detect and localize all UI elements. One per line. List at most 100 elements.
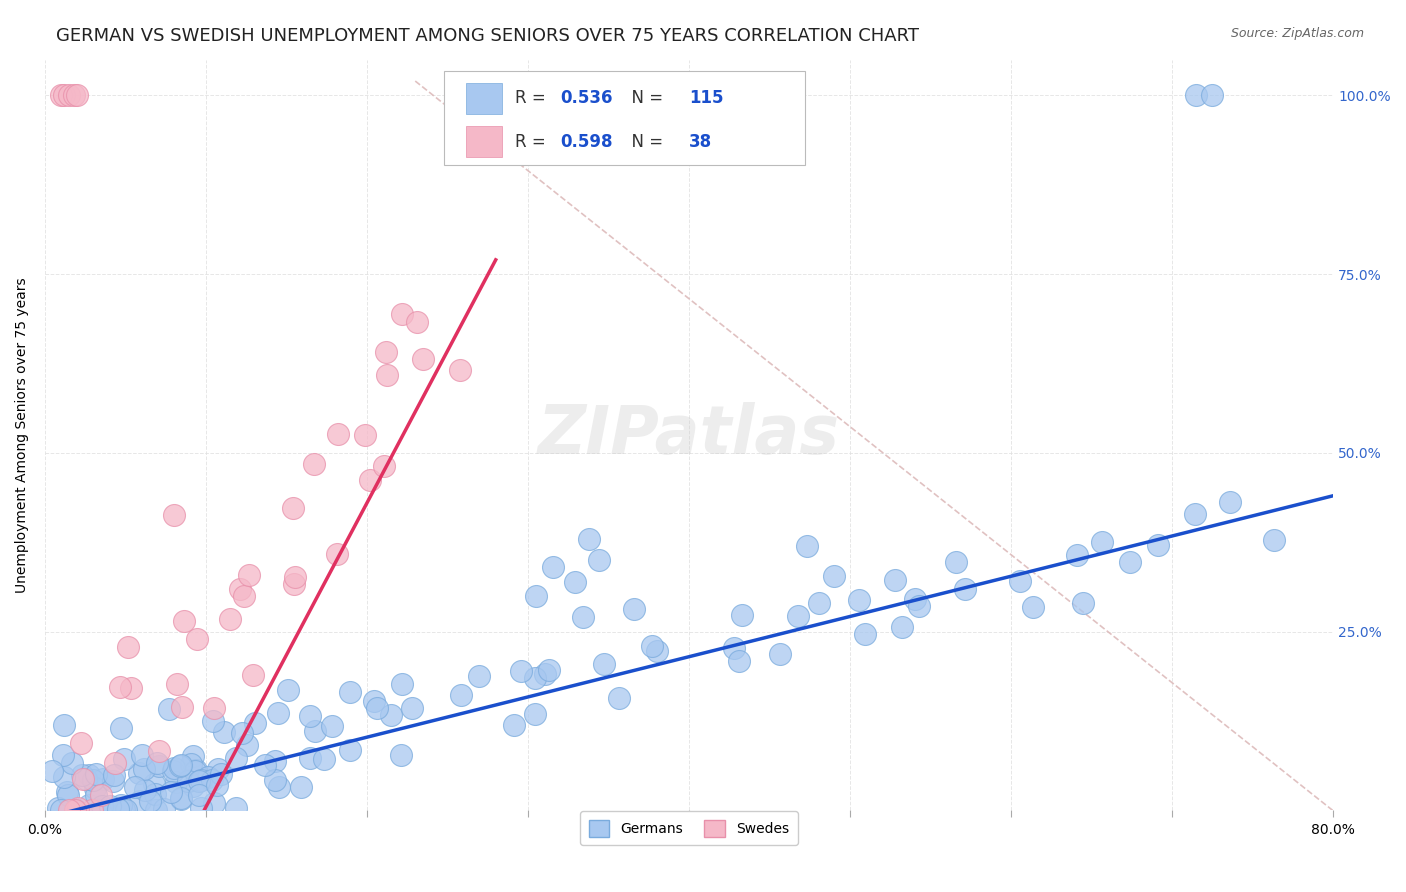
Point — [1185, 88, 1208, 103]
Point — [1008, 574, 1031, 588]
Point — [1201, 88, 1223, 103]
Text: 0.598: 0.598 — [560, 133, 613, 151]
FancyBboxPatch shape — [467, 126, 502, 157]
Point — [70, 736, 93, 750]
Point — [41, 764, 63, 778]
Point — [58, 804, 80, 818]
Point — [1091, 535, 1114, 549]
Point — [281, 500, 304, 515]
Point — [207, 762, 229, 776]
Text: GERMAN VS SWEDISH UNEMPLOYMENT AMONG SENIORS OVER 75 YEARS CORRELATION CHART: GERMAN VS SWEDISH UNEMPLOYMENT AMONG SEN… — [56, 27, 920, 45]
Point — [169, 759, 191, 773]
Point — [70, 767, 93, 781]
Point — [145, 756, 167, 770]
Point — [1219, 494, 1241, 508]
Point — [277, 683, 299, 698]
Point — [129, 794, 152, 808]
Text: Source: ZipAtlas.com: Source: ZipAtlas.com — [1230, 27, 1364, 40]
Point — [796, 539, 818, 553]
Point — [107, 802, 129, 816]
Point — [366, 701, 388, 715]
Point — [152, 802, 174, 816]
Point — [142, 777, 165, 791]
Point — [110, 680, 132, 694]
Point — [124, 780, 146, 794]
Point — [375, 368, 398, 383]
Y-axis label: Unemployment Among Seniors over 75 years: Unemployment Among Seniors over 75 years — [15, 277, 30, 593]
Point — [181, 749, 204, 764]
Point — [201, 772, 224, 787]
Point — [354, 428, 377, 442]
Text: 0.536: 0.536 — [560, 89, 613, 107]
Point — [202, 701, 225, 715]
Point — [197, 770, 219, 784]
Point — [166, 677, 188, 691]
Point — [645, 643, 668, 657]
Point — [304, 723, 326, 738]
Point — [79, 768, 101, 782]
Point — [169, 792, 191, 806]
Point — [955, 582, 977, 597]
Point — [205, 778, 228, 792]
Point — [188, 774, 211, 789]
FancyBboxPatch shape — [467, 83, 502, 114]
Point — [190, 773, 212, 788]
Point — [183, 779, 205, 793]
Point — [543, 560, 565, 574]
Point — [389, 748, 412, 763]
Point — [853, 626, 876, 640]
Point — [229, 582, 252, 597]
Point — [231, 726, 253, 740]
Point — [165, 774, 187, 789]
Point — [728, 654, 751, 668]
Point — [1263, 533, 1285, 548]
Point — [128, 766, 150, 780]
Point — [80, 804, 103, 818]
Text: 115: 115 — [689, 89, 724, 107]
Point — [66, 88, 89, 103]
Point — [120, 681, 142, 695]
Point — [180, 757, 202, 772]
Point — [406, 315, 429, 329]
Point — [283, 576, 305, 591]
Point — [55, 785, 77, 799]
Point — [91, 772, 114, 786]
Point — [103, 768, 125, 782]
Point — [187, 788, 209, 802]
Point — [186, 632, 208, 646]
Point — [1147, 538, 1170, 552]
Point — [89, 804, 111, 818]
Point — [184, 763, 207, 777]
Point — [373, 458, 395, 473]
Point — [219, 612, 242, 626]
Point — [328, 427, 350, 442]
Point — [114, 804, 136, 818]
Point — [326, 547, 349, 561]
Point — [201, 714, 224, 728]
Point — [84, 767, 107, 781]
Point — [730, 608, 752, 623]
Point — [848, 592, 870, 607]
Point — [65, 804, 87, 818]
Point — [53, 88, 76, 103]
Point — [903, 591, 925, 606]
Point — [148, 759, 170, 773]
Point — [225, 801, 247, 815]
Point — [134, 783, 156, 797]
Point — [110, 798, 132, 813]
Point — [163, 508, 186, 522]
Point — [209, 767, 232, 781]
Point — [58, 789, 80, 803]
Point — [299, 709, 322, 723]
Text: R =: R = — [515, 89, 551, 107]
Point — [84, 780, 107, 795]
Point — [49, 804, 72, 818]
Point — [145, 804, 167, 818]
Point — [245, 716, 267, 731]
Point — [169, 758, 191, 772]
Point — [312, 752, 335, 766]
Point — [401, 700, 423, 714]
Point — [204, 796, 226, 810]
Point — [391, 677, 413, 691]
Point — [572, 610, 595, 624]
